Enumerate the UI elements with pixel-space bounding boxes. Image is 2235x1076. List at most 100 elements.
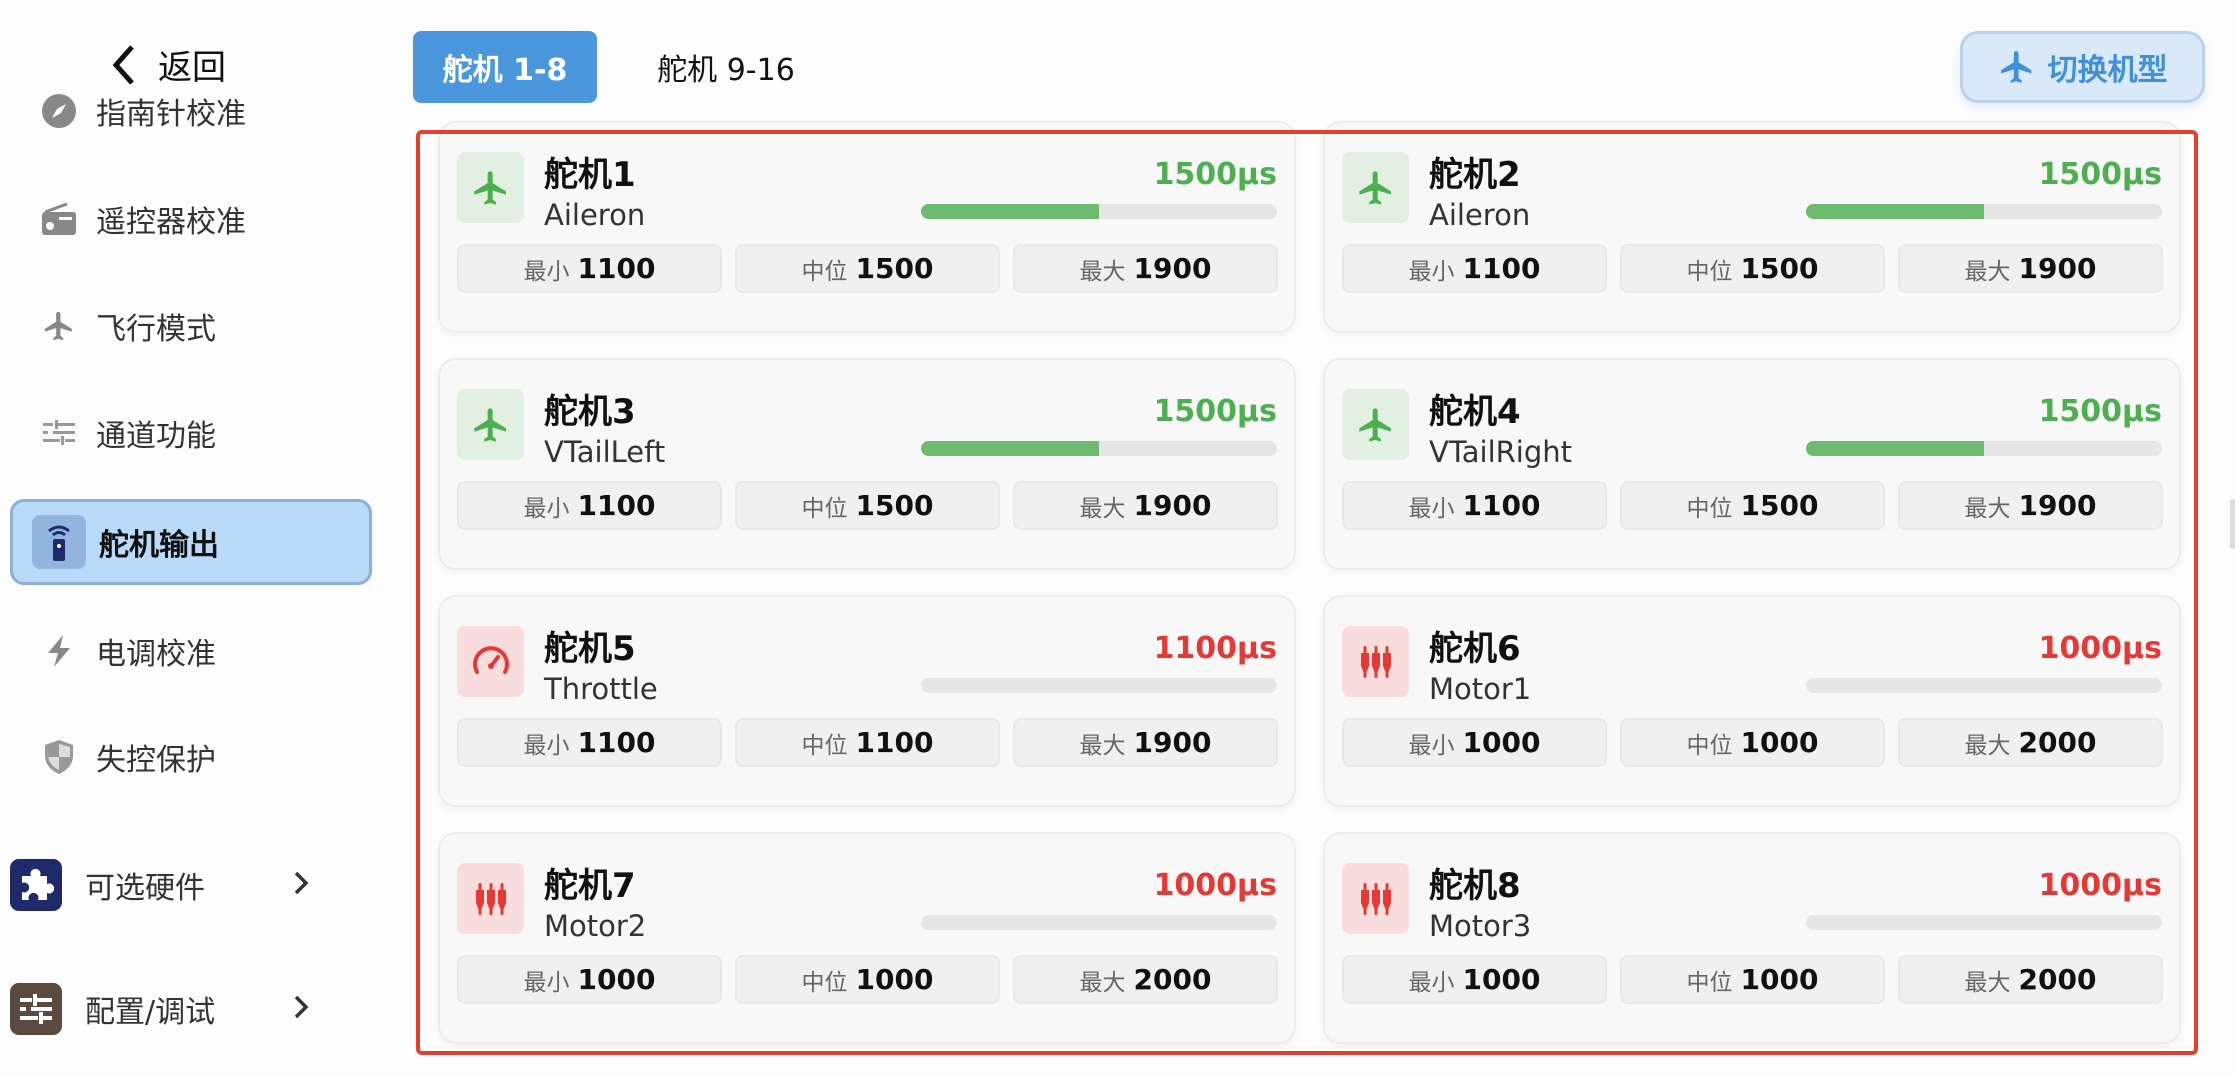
sidebar-item-rc-calibration[interactable]: 遥控器校准 <box>10 176 372 262</box>
tab-servo-9-16[interactable]: 舵机 9-16 <box>657 53 795 88</box>
servo-mid-chip[interactable]: 中位 1000 <box>1620 718 1885 767</box>
servo-min-chip[interactable]: 最小 1100 <box>1342 481 1607 530</box>
servo-max-chip[interactable]: 最大 2000 <box>1898 955 2163 1004</box>
servo-pwm-value: 1000μs <box>2038 868 2162 903</box>
servo-progress-bar <box>921 204 1277 219</box>
chip-label: 最小 <box>1408 258 1455 285</box>
servo-mid-chip[interactable]: 中位 1100 <box>735 718 1000 767</box>
servo-max-chip[interactable]: 最大 2000 <box>1898 718 2163 767</box>
sidebar-item-compass[interactable]: 指南针校准 <box>10 68 372 154</box>
chip-label: 中位 <box>801 969 848 996</box>
servo-min-chip[interactable]: 最小 1100 <box>457 244 722 293</box>
gauge-icon <box>457 626 524 697</box>
motor-icon <box>1342 626 1409 697</box>
servo-card[interactable]: 舵机1 Aileron 1500μs 最小 1100 中位 1500 最大 1900 <box>438 121 1296 333</box>
servo-pwm-value: 1500μs <box>1153 394 1277 429</box>
sidebar-item-label: 飞行模式 <box>96 312 216 347</box>
sidebar-item-failsafe[interactable]: 失控保护 <box>10 714 372 800</box>
servo-max-chip[interactable]: 最大 1900 <box>1898 244 2163 293</box>
sidebar-item-servo-output[interactable]: 舵机输出 <box>10 499 372 585</box>
chip-value: 1500 <box>1740 252 1819 285</box>
servo-card[interactable]: 舵机2 Aileron 1500μs 最小 1100 中位 1500 最大 1900 <box>1323 121 2181 333</box>
puzzle-icon <box>10 859 62 911</box>
servo-max-chip[interactable]: 最大 2000 <box>1013 955 1278 1004</box>
servo-min-chip[interactable]: 最小 1100 <box>1342 244 1607 293</box>
airplane-icon <box>1342 389 1409 460</box>
chip-value: 1900 <box>2018 252 2097 285</box>
chip-value: 1100 <box>577 489 656 522</box>
servo-card[interactable]: 舵机6 Motor1 1000μs 最小 1000 中位 1000 最大 2000 <box>1323 595 2181 807</box>
servo-mid-chip[interactable]: 中位 1500 <box>735 481 1000 530</box>
chip-label: 中位 <box>801 732 848 759</box>
servo-max-chip[interactable]: 最大 1900 <box>1013 244 1278 293</box>
chip-label: 最大 <box>1964 732 2011 759</box>
servo-title: 舵机8 <box>1429 866 1521 906</box>
servo-card[interactable]: 舵机7 Motor2 1000μs 最小 1000 中位 1000 最大 2000 <box>438 832 1296 1044</box>
servo-mid-chip[interactable]: 中位 1500 <box>735 244 1000 293</box>
servo-mid-chip[interactable]: 中位 1000 <box>735 955 1000 1004</box>
servo-card[interactable]: 舵机8 Motor3 1000μs 最小 1000 中位 1000 最大 2000 <box>1323 832 2181 1044</box>
chip-value: 1000 <box>855 963 934 996</box>
chip-label: 最大 <box>1079 258 1126 285</box>
sliders-icon <box>32 406 86 460</box>
sidebar-item-esc-calibration[interactable]: 电调校准 <box>10 608 372 694</box>
chip-value: 1000 <box>1462 963 1541 996</box>
chip-value: 2000 <box>2018 963 2097 996</box>
servo-progress-bar <box>921 678 1277 693</box>
chip-value: 1000 <box>1462 726 1541 759</box>
servo-title: 舵机6 <box>1429 629 1521 669</box>
chevron-right-icon <box>294 871 309 895</box>
servo-function: Aileron <box>1429 198 1531 232</box>
servo-progress-bar <box>1806 204 2162 219</box>
servo-function: VTailRight <box>1429 435 1573 469</box>
chip-label: 最大 <box>1079 732 1126 759</box>
servo-min-chip[interactable]: 最小 1100 <box>457 718 722 767</box>
chip-value: 1900 <box>1133 726 1212 759</box>
servo-min-chip[interactable]: 最小 1000 <box>1342 718 1607 767</box>
servo-mid-chip[interactable]: 中位 1000 <box>1620 955 1885 1004</box>
chip-label: 中位 <box>1686 732 1733 759</box>
servo-progress-bar <box>921 915 1277 930</box>
radio-icon <box>32 192 86 246</box>
chip-value: 1900 <box>2018 489 2097 522</box>
servo-max-chip[interactable]: 最大 1900 <box>1013 481 1278 530</box>
servo-progress-fill <box>1806 204 1984 219</box>
servo-max-chip[interactable]: 最大 1900 <box>1013 718 1278 767</box>
servo-card[interactable]: 舵机5 Throttle 1100μs 最小 1100 中位 1100 最大 1900 <box>438 595 1296 807</box>
back-button[interactable]: 返回 <box>108 40 226 89</box>
chip-label: 最小 <box>1408 732 1455 759</box>
servo-pwm-value: 1000μs <box>2038 631 2162 666</box>
chip-value: 1100 <box>855 726 934 759</box>
chip-label: 最小 <box>1408 969 1455 996</box>
servo-grid: 舵机1 Aileron 1500μs 最小 1100 中位 1500 最大 1900 舵机… <box>438 121 2181 1044</box>
servo-title: 舵机4 <box>1429 392 1521 432</box>
sidebar-group-optional-hardware[interactable]: 可选硬件 <box>10 842 372 928</box>
chip-label: 最大 <box>1964 969 2011 996</box>
chip-label: 中位 <box>1686 258 1733 285</box>
servo-pwm-value: 1000μs <box>1153 868 1277 903</box>
servo-function: Aileron <box>544 198 646 232</box>
chip-label: 最小 <box>523 495 570 522</box>
chip-value: 1100 <box>577 252 656 285</box>
servo-mid-chip[interactable]: 中位 1500 <box>1620 481 1885 530</box>
scrollbar[interactable] <box>2230 499 2235 549</box>
servo-mid-chip[interactable]: 中位 1500 <box>1620 244 1885 293</box>
sidebar-item-flight-mode[interactable]: 飞行模式 <box>10 283 372 369</box>
servo-max-chip[interactable]: 最大 1900 <box>1898 481 2163 530</box>
servo-min-chip[interactable]: 最小 1100 <box>457 481 722 530</box>
servo-card[interactable]: 舵机4 VTailRight 1500μs 最小 1100 中位 1500 最大 1900 <box>1323 358 2181 570</box>
compass-icon <box>32 84 86 138</box>
sidebar-group-config-debug[interactable]: 配置/调试 <box>10 966 372 1052</box>
servo-min-chip[interactable]: 最小 1000 <box>457 955 722 1004</box>
shield-icon <box>32 730 86 784</box>
sidebar-group-label: 可选硬件 <box>85 871 205 906</box>
tab-servo-1-8[interactable]: 舵机 1-8 <box>413 31 597 103</box>
servo-card[interactable]: 舵机3 VTailLeft 1500μs 最小 1100 中位 1500 最大 1900 <box>438 358 1296 570</box>
chip-value: 2000 <box>2018 726 2097 759</box>
switch-airframe-button[interactable]: 切换机型 <box>1960 31 2205 103</box>
motor-icon <box>457 863 524 934</box>
chip-label: 最小 <box>1408 495 1455 522</box>
servo-min-chip[interactable]: 最小 1000 <box>1342 955 1607 1004</box>
servo-title: 舵机2 <box>1429 155 1521 195</box>
sidebar-item-channel-function[interactable]: 通道功能 <box>10 390 372 476</box>
